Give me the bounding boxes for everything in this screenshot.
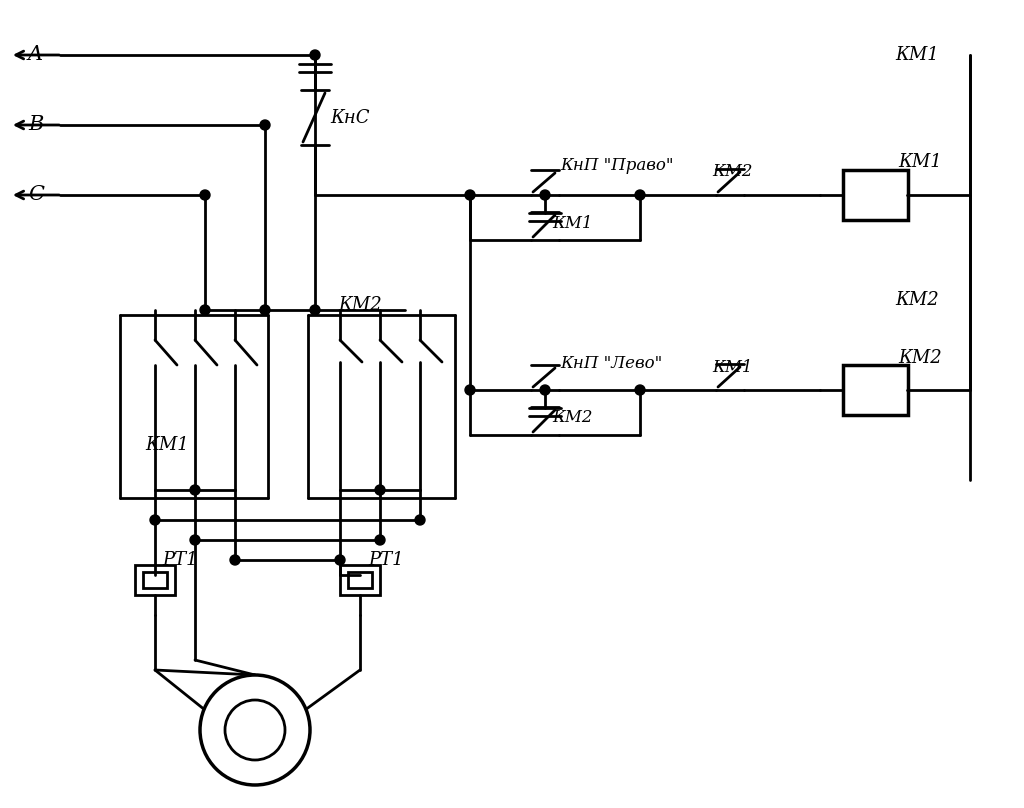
Bar	[843, 170, 908, 220]
Text: КнП "Лево": КнП "Лево"	[560, 355, 663, 372]
Bar	[135, 565, 175, 595]
Circle shape	[635, 190, 645, 200]
Text: РТ1: РТ1	[368, 551, 403, 569]
Text: КМ2: КМ2	[338, 296, 382, 314]
Text: КМ2: КМ2	[898, 349, 942, 367]
Circle shape	[540, 190, 550, 200]
Text: КнС: КнС	[330, 109, 370, 127]
Bar	[340, 565, 380, 595]
Circle shape	[200, 675, 310, 785]
Text: C: C	[28, 186, 44, 204]
Circle shape	[260, 120, 270, 130]
Circle shape	[190, 485, 200, 495]
Text: КМ1: КМ1	[712, 359, 753, 376]
Circle shape	[310, 50, 319, 60]
Circle shape	[465, 190, 475, 200]
Circle shape	[540, 385, 550, 395]
Circle shape	[200, 305, 210, 315]
Text: A: A	[28, 45, 43, 65]
Bar	[348, 572, 372, 588]
Circle shape	[200, 190, 210, 200]
Text: КМ2: КМ2	[552, 410, 593, 427]
Text: КМ1: КМ1	[145, 436, 188, 454]
Text: B: B	[28, 116, 43, 134]
Text: КнП "Право": КнП "Право"	[560, 157, 674, 174]
Circle shape	[375, 535, 385, 545]
Text: КМ1: КМ1	[552, 216, 593, 233]
Circle shape	[375, 485, 385, 495]
Text: РТ1: РТ1	[162, 551, 198, 569]
Bar	[843, 365, 908, 415]
Circle shape	[635, 385, 645, 395]
Text: КМ1: КМ1	[895, 46, 939, 64]
Text: КМ2: КМ2	[895, 291, 939, 309]
Circle shape	[335, 555, 345, 565]
Circle shape	[230, 555, 240, 565]
Circle shape	[225, 700, 285, 760]
Circle shape	[260, 305, 270, 315]
Circle shape	[310, 305, 319, 315]
Circle shape	[150, 515, 160, 525]
Bar	[143, 572, 167, 588]
Circle shape	[415, 515, 425, 525]
Circle shape	[190, 535, 200, 545]
Text: КМ2: КМ2	[712, 163, 753, 180]
Circle shape	[465, 385, 475, 395]
Text: КМ1: КМ1	[898, 153, 942, 171]
Text: М1: М1	[241, 721, 271, 739]
